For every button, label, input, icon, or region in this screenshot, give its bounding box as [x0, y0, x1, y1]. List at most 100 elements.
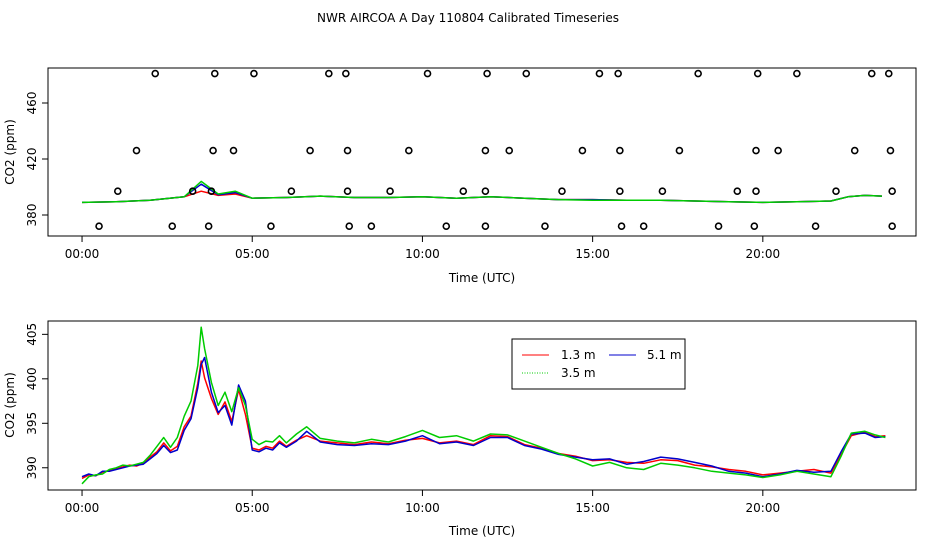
legend-label-3-5m: 3.5 m: [561, 366, 596, 380]
calibration-point: [558, 187, 566, 195]
calibration-point: [541, 222, 549, 230]
calibration-point: [151, 69, 160, 78]
calibration-point: [204, 222, 213, 230]
calibration-point: [522, 69, 531, 78]
top-chart-panel: 00:00 05:00 10:00 15:00 20:00 380 420 460 Time …: [3, 67, 917, 285]
calibration-point: [209, 146, 217, 155]
calibration-point: [345, 222, 354, 230]
top-axes: 00:00 05:00 10:00 15:00 20:00 380 420 460: [25, 92, 780, 261]
calibration-point: [386, 187, 394, 195]
calibration-point: [405, 146, 413, 155]
calibration-point: [367, 222, 376, 230]
calibration-point: [886, 146, 895, 155]
top-x-tick-label: 05:00: [235, 247, 270, 261]
calibration-point: [793, 69, 801, 78]
calibration-point: [774, 146, 782, 155]
calibration-point: [752, 146, 760, 155]
bottom-y-tick-label: 395: [25, 412, 39, 435]
legend: 1.3 m 3.5 m 5.1 m: [511, 338, 686, 390]
calibration-point: [483, 69, 491, 78]
calibration-point: [675, 146, 684, 155]
calibration-point: [210, 69, 219, 78]
top-plot-frame: [47, 67, 917, 237]
calibration-point: [168, 222, 177, 230]
bottom-series-3-5-m: [81, 326, 886, 485]
bottom-y-tick-label: 400: [25, 367, 39, 390]
calibration-point: [343, 187, 352, 195]
top-series-3-5-m: [81, 180, 883, 204]
calibration-point: [867, 69, 876, 78]
calibration-point: [342, 69, 350, 78]
calibration-point: [113, 187, 122, 195]
calibration-point: [752, 187, 760, 195]
calibration-point: [714, 222, 723, 230]
calibration-point: [481, 146, 490, 155]
calibration-point: [132, 146, 141, 155]
top-x-axis-label: Time (UTC): [448, 271, 515, 285]
calibration-point: [595, 69, 604, 78]
calibration-point: [888, 187, 896, 195]
top-y-tick-label: 420: [25, 148, 39, 171]
top-y-axis-label: CO2 (ppm): [3, 119, 17, 185]
calibration-point: [639, 222, 648, 230]
calibration-point: [832, 187, 840, 195]
calibration-point: [188, 187, 197, 195]
top-y-tick-label: 460: [25, 92, 39, 115]
bottom-chart-panel: 00:00 05:00 10:00 15:00 20:00 390 395 400 405 Ti…: [3, 320, 917, 538]
top-calibration-points: [95, 69, 896, 230]
calibration-point: [811, 222, 820, 230]
calibration-point: [616, 187, 624, 195]
top-series-5-1-m: [81, 183, 883, 204]
bottom-plot-frame: [47, 320, 917, 491]
calibration-point: [616, 146, 624, 155]
bottom-y-tick-label: 405: [25, 323, 39, 346]
calibration-point: [306, 146, 314, 155]
top-x-tick-label: 20:00: [746, 247, 781, 261]
legend-label-5-1m: 5.1 m: [647, 348, 682, 362]
calibration-point: [658, 187, 667, 195]
bottom-y-axis-label: CO2 (ppm): [3, 372, 17, 438]
top-x-tick-label: 10:00: [405, 247, 440, 261]
calibration-point: [423, 69, 432, 78]
legend-box: [511, 338, 686, 390]
calibration-point: [694, 69, 702, 78]
bottom-y-tick-label: 390: [25, 456, 39, 479]
top-y-tick-label: 380: [25, 204, 39, 227]
calibration-point: [325, 69, 333, 78]
calibration-point: [442, 222, 451, 230]
calibration-point: [229, 146, 238, 155]
calibration-point: [287, 187, 296, 195]
legend-label-1-3m: 1.3 m: [561, 348, 596, 362]
calibration-point: [505, 146, 514, 155]
calibration-point: [207, 187, 216, 195]
top-x-tick-label: 15:00: [575, 247, 610, 261]
calibration-point: [617, 222, 626, 230]
bottom-series-1-3-m: [81, 360, 886, 480]
bottom-x-tick-label: 20:00: [746, 501, 781, 515]
bottom-x-axis-label: Time (UTC): [448, 524, 515, 538]
page-title: NWR AIRCOA A Day 110804 Calibrated Times…: [317, 11, 619, 25]
top-x-tick-label: 00:00: [65, 247, 100, 261]
bottom-x-tick-label: 05:00: [235, 501, 270, 515]
calibration-point: [884, 69, 893, 78]
calibration-point: [888, 222, 896, 230]
calibration-point: [343, 146, 352, 155]
calibration-point: [481, 187, 490, 195]
calibration-point: [95, 222, 103, 230]
calibration-point: [267, 222, 275, 230]
bottom-x-tick-label: 10:00: [405, 501, 440, 515]
bottom-series-5-1-m: [81, 356, 886, 478]
calibration-point: [459, 187, 468, 195]
calibration-point: [850, 146, 859, 155]
bottom-x-tick-label: 00:00: [65, 501, 100, 515]
calibration-point: [481, 222, 490, 230]
calibration-point: [614, 69, 622, 78]
calibration-point: [750, 222, 759, 230]
calibration-point: [578, 146, 587, 155]
bottom-series-lines: [81, 326, 886, 485]
calibration-point: [250, 69, 258, 78]
calibration-point: [733, 187, 742, 195]
bottom-axes: 00:00 05:00 10:00 15:00 20:00 390 395 400 405: [25, 323, 780, 515]
calibration-point: [753, 69, 762, 78]
